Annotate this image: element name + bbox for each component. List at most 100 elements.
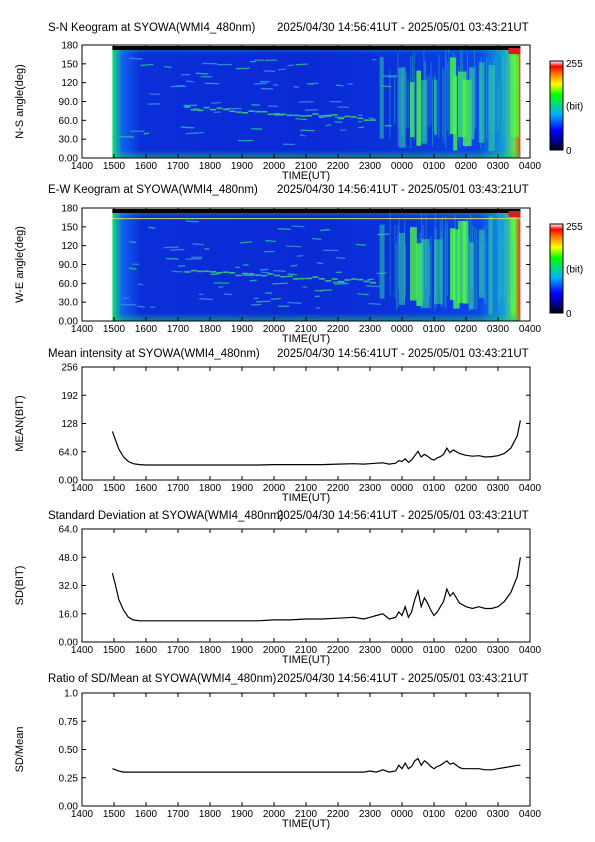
keogram-burst	[478, 229, 485, 298]
y-tick-label: 30.0	[59, 298, 79, 309]
keogram-streak	[195, 72, 209, 75]
x-tick-label: 1500	[103, 483, 126, 494]
keogram-burst	[410, 82, 415, 138]
keogram-burst	[458, 71, 467, 137]
plot-frame	[81, 366, 531, 481]
keogram-burst	[379, 56, 384, 139]
x-tick-label: 0200	[455, 324, 478, 335]
x-tick-label: 2200	[327, 483, 350, 494]
y-axis: 0.00 0.25 0.50 0.75 1.0 SD/Mean	[14, 689, 530, 813]
x-tick-label: 2000	[263, 483, 286, 494]
y-tick-label: 90.0	[59, 260, 79, 271]
keogram-top-band	[112, 46, 521, 50]
keogram-streak	[293, 85, 300, 88]
keogram-arc-band	[184, 106, 376, 121]
y-axis-label: SD/Mean	[14, 727, 26, 773]
y-tick-label: 60.0	[59, 279, 79, 290]
x-tick-label: 2200	[327, 645, 350, 656]
x-tick-label: 1900	[231, 483, 254, 494]
y-tick-label: 1.0	[64, 689, 78, 700]
y-tick-label: 32.0	[59, 581, 79, 592]
x-tick-label: 0100	[423, 161, 446, 172]
x-axis: 1400 1500 1600 1700 1800 1900 2000 2100 2200 2300…	[71, 529, 542, 666]
x-tick-label: 2000	[263, 645, 286, 656]
x-axis-label: TIME(UT)	[282, 818, 330, 830]
x-tick-label: 1700	[167, 324, 190, 335]
keogram-streak	[261, 271, 270, 274]
y-tick-label: 150	[61, 222, 78, 233]
keogram-streak	[210, 101, 221, 105]
y-axis: 0.00 16.0 32.0 48.0 64.0 SD(BIT)	[14, 525, 530, 649]
keogram-streak	[199, 298, 213, 301]
x-tick-label: 1500	[103, 161, 126, 172]
keogram-bursts	[379, 55, 520, 152]
keogram-burst	[462, 221, 469, 304]
x-tick-label: 0000	[391, 809, 414, 820]
x-tick-label: 2300	[359, 809, 382, 820]
keogram-streak	[170, 248, 185, 251]
keogram-streak	[291, 225, 305, 228]
y-tick-label: 60.0	[59, 116, 79, 127]
y-tick-label: 0.00	[59, 476, 79, 487]
keogram-streak	[137, 283, 143, 286]
x-tick-label: 2300	[359, 324, 382, 335]
keogram-texture	[389, 48, 514, 149]
y-tick-label: 180	[61, 204, 78, 215]
keogram-streak	[316, 306, 321, 310]
x-tick-label: 1900	[231, 645, 254, 656]
keogram-streak	[128, 267, 137, 270]
x-tick-label: 0200	[455, 483, 478, 494]
y-tick-label: 16.0	[59, 609, 79, 620]
keogram-streak	[287, 273, 297, 276]
keogram-streak	[318, 114, 332, 117]
x-tick-label: 0300	[487, 645, 510, 656]
keogram-streak	[251, 303, 262, 306]
x-tick-label: 1600	[135, 809, 158, 820]
x-tick-label: 1900	[231, 324, 254, 335]
x-tick-label: 1800	[199, 645, 222, 656]
y-axis: 0.00 64.0 128 192 256 MEAN(BIT)	[14, 363, 530, 487]
keogram-corner-saturation	[508, 48, 521, 54]
keogram-burst	[510, 219, 516, 315]
keogram-corner-saturation	[508, 211, 521, 217]
keogram-streak	[334, 282, 349, 285]
x-tick-label: 0000	[391, 161, 414, 172]
x-axis: 1400 1500 1600 1700 1800 1900 2000 2100 2200 2300…	[71, 367, 542, 504]
keogram-streak	[325, 124, 332, 127]
keogram-streak	[129, 57, 143, 60]
x-tick-label: 1600	[135, 324, 158, 335]
x-tick-label: 1800	[199, 324, 222, 335]
x-tick-label: 2300	[359, 483, 382, 494]
panel-time-range: 2025/04/30 14:56:41UT - 2025/05/01 03:43…	[277, 348, 529, 360]
keogram-streak	[148, 226, 156, 229]
x-tick-label: 0100	[423, 483, 446, 494]
x-tick-label: 0100	[423, 809, 446, 820]
x-axis: 1400 1500 1600 1700 1800 1900 2000 2100 2200 2300…	[71, 208, 542, 345]
keogram-streak	[180, 126, 195, 129]
x-tick-label: 2100	[295, 483, 318, 494]
x-tick-label: 0200	[455, 645, 478, 656]
colorbar: 255 (bit) 0	[549, 59, 583, 157]
y-axis-label: MEAN(BIT)	[14, 395, 26, 451]
keogram-burst	[398, 67, 406, 148]
keogram-streak	[136, 305, 145, 308]
sd-mean-ratio-panel: Ratio of SD/Mean at SYOWA(WMI4_480nm) 202…	[14, 673, 542, 830]
y-axis-label: SD(BIT)	[14, 566, 26, 606]
keogram-streak	[193, 108, 201, 110]
x-tick-label: 1700	[167, 809, 190, 820]
y-tick-label: 120	[61, 241, 78, 252]
keogram-streak	[277, 228, 291, 230]
keogram-streak	[368, 117, 375, 120]
x-tick-label: 0000	[391, 324, 414, 335]
x-axis: 1400 1500 1600 1700 1800 1900 2000 2100 2200 2300…	[71, 45, 542, 182]
x-axis: 1400 1500 1600 1700 1800 1900 2000 2100 2200 2300…	[71, 693, 542, 830]
panel-title: Mean intensity at SYOWA(WMI4_480nm)	[48, 348, 260, 360]
x-tick-label: 1400	[71, 809, 94, 820]
x-tick-label: 0000	[391, 483, 414, 494]
sn-keogram-panel: S-N Keogram at SYOWA(WMI4_480nm) 2025/04/…	[14, 22, 583, 182]
series-line	[111, 420, 521, 466]
y-tick-label: 0.25	[59, 773, 79, 784]
x-tick-label: 2200	[327, 161, 350, 172]
keogram-streak	[355, 243, 366, 246]
